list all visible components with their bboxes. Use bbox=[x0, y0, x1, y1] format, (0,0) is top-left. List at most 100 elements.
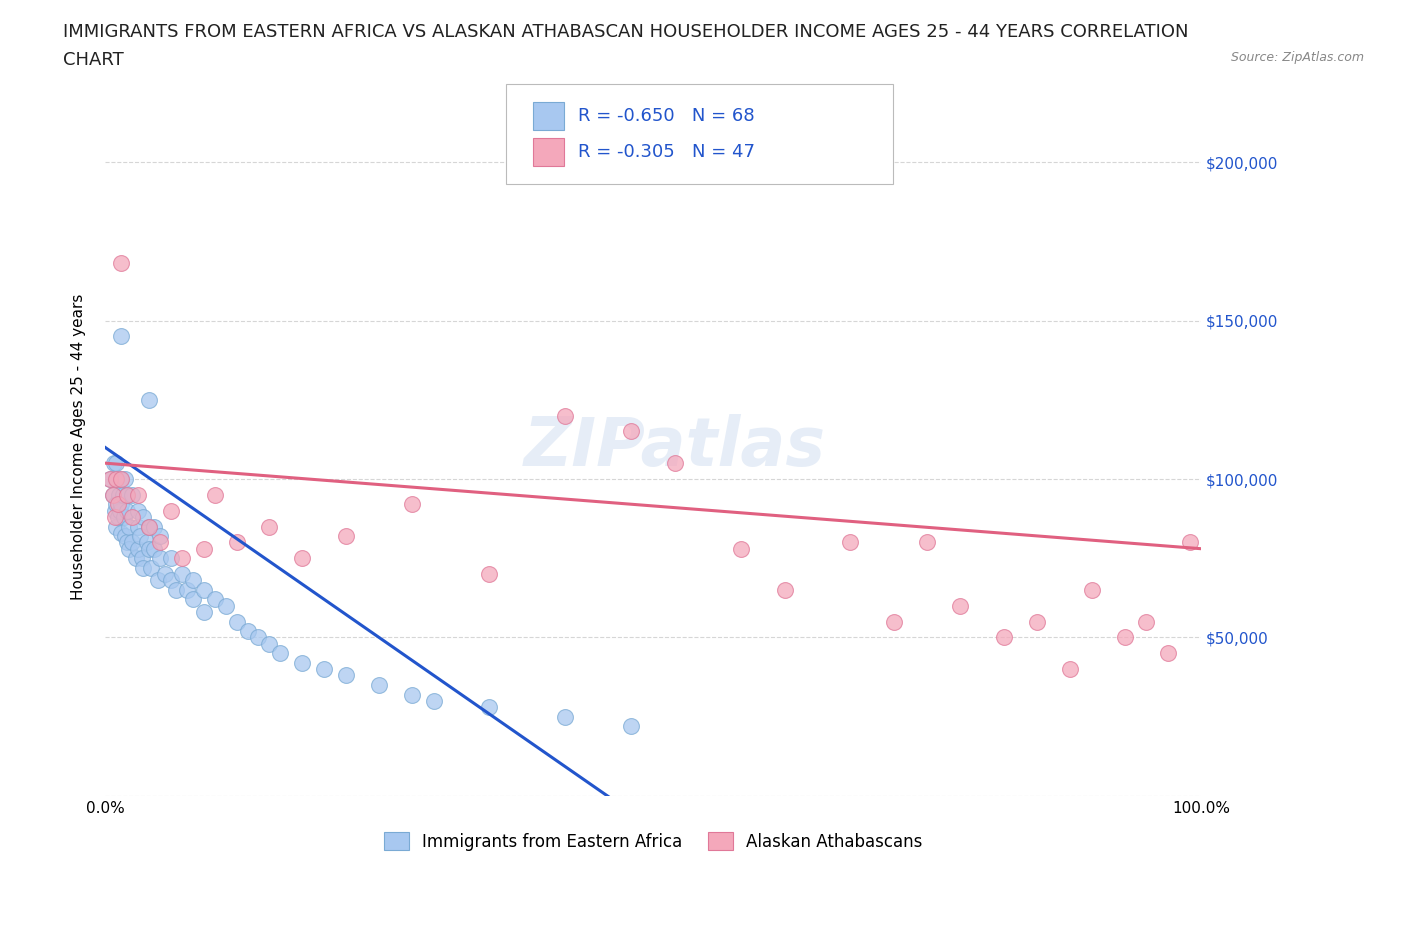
Point bbox=[139, 560, 162, 575]
Point bbox=[112, 510, 135, 525]
Point bbox=[1135, 614, 1157, 629]
Point bbox=[259, 636, 281, 651]
Point bbox=[176, 582, 198, 597]
Point bbox=[170, 566, 193, 581]
Point bbox=[193, 582, 215, 597]
Point bbox=[104, 472, 127, 486]
Point bbox=[773, 582, 796, 597]
Point bbox=[170, 551, 193, 565]
Point bbox=[138, 392, 160, 407]
Point bbox=[127, 503, 149, 518]
Point bbox=[335, 668, 357, 683]
Point bbox=[104, 472, 127, 486]
Point bbox=[108, 487, 131, 502]
Point bbox=[101, 487, 124, 502]
Point bbox=[110, 497, 132, 512]
Text: CHART: CHART bbox=[63, 51, 124, 69]
Point bbox=[247, 630, 270, 644]
Point bbox=[103, 456, 125, 471]
Point bbox=[1080, 582, 1102, 597]
Point bbox=[110, 329, 132, 344]
Point bbox=[127, 519, 149, 534]
Y-axis label: Householder Income Ages 25 - 44 years: Householder Income Ages 25 - 44 years bbox=[72, 294, 86, 601]
Text: Source: ZipAtlas.com: Source: ZipAtlas.com bbox=[1230, 51, 1364, 64]
Point bbox=[107, 510, 129, 525]
Point bbox=[111, 487, 134, 502]
Point bbox=[110, 472, 132, 486]
Text: R = -0.650   N = 68: R = -0.650 N = 68 bbox=[578, 107, 755, 126]
Point bbox=[125, 551, 148, 565]
Point bbox=[110, 503, 132, 518]
Point bbox=[104, 456, 127, 471]
Point bbox=[423, 694, 446, 709]
Point bbox=[259, 519, 281, 534]
Point bbox=[104, 503, 127, 518]
Point bbox=[1025, 614, 1047, 629]
Point bbox=[181, 573, 204, 588]
Point bbox=[165, 582, 187, 597]
Point bbox=[121, 535, 143, 550]
Point bbox=[159, 551, 181, 565]
Point bbox=[839, 535, 862, 550]
Point bbox=[401, 687, 423, 702]
Point bbox=[1114, 630, 1136, 644]
Point bbox=[730, 541, 752, 556]
Point bbox=[138, 541, 160, 556]
Text: R = -0.305   N = 47: R = -0.305 N = 47 bbox=[578, 142, 755, 161]
Point bbox=[478, 699, 501, 714]
Point bbox=[138, 519, 160, 534]
Point bbox=[1059, 662, 1081, 677]
Point bbox=[291, 551, 314, 565]
Point bbox=[114, 472, 136, 486]
Point bbox=[401, 497, 423, 512]
Point bbox=[138, 519, 160, 534]
Point bbox=[101, 487, 124, 502]
Text: IMMIGRANTS FROM EASTERN AFRICA VS ALASKAN ATHABASCAN HOUSEHOLDER INCOME AGES 25 : IMMIGRANTS FROM EASTERN AFRICA VS ALASKA… bbox=[63, 23, 1188, 41]
Point bbox=[104, 497, 127, 512]
Point bbox=[110, 525, 132, 540]
Point bbox=[269, 645, 291, 660]
Point bbox=[335, 528, 357, 543]
Point bbox=[115, 535, 138, 550]
Point bbox=[193, 604, 215, 619]
Point bbox=[115, 503, 138, 518]
Point bbox=[159, 503, 181, 518]
Point bbox=[104, 519, 127, 534]
Point bbox=[291, 656, 314, 671]
Point bbox=[664, 456, 686, 471]
Point bbox=[620, 719, 643, 734]
Legend: Immigrants from Eastern Africa, Alaskan Athabascans: Immigrants from Eastern Africa, Alaskan … bbox=[377, 826, 929, 857]
Point bbox=[104, 510, 127, 525]
Point bbox=[204, 592, 226, 607]
Point bbox=[993, 630, 1015, 644]
Point bbox=[949, 598, 972, 613]
Point bbox=[121, 510, 143, 525]
Point bbox=[1180, 535, 1202, 550]
Point bbox=[236, 624, 259, 639]
Text: ZIPatlas: ZIPatlas bbox=[524, 414, 827, 480]
Point bbox=[915, 535, 938, 550]
Point bbox=[118, 541, 141, 556]
Point bbox=[132, 560, 155, 575]
Point bbox=[554, 408, 576, 423]
Point bbox=[554, 710, 576, 724]
Point bbox=[129, 528, 152, 543]
Point bbox=[100, 472, 122, 486]
Point bbox=[143, 519, 166, 534]
Point bbox=[146, 573, 169, 588]
Point bbox=[149, 535, 172, 550]
Point bbox=[115, 487, 138, 502]
Point bbox=[225, 535, 247, 550]
Point bbox=[149, 528, 172, 543]
Point bbox=[132, 510, 155, 525]
Point bbox=[127, 487, 149, 502]
Point bbox=[127, 541, 149, 556]
Point bbox=[121, 487, 143, 502]
Point bbox=[225, 614, 247, 629]
Point bbox=[107, 497, 129, 512]
Point bbox=[110, 256, 132, 271]
Point bbox=[114, 528, 136, 543]
Point bbox=[110, 472, 132, 486]
Point bbox=[478, 566, 501, 581]
Point bbox=[115, 487, 138, 502]
